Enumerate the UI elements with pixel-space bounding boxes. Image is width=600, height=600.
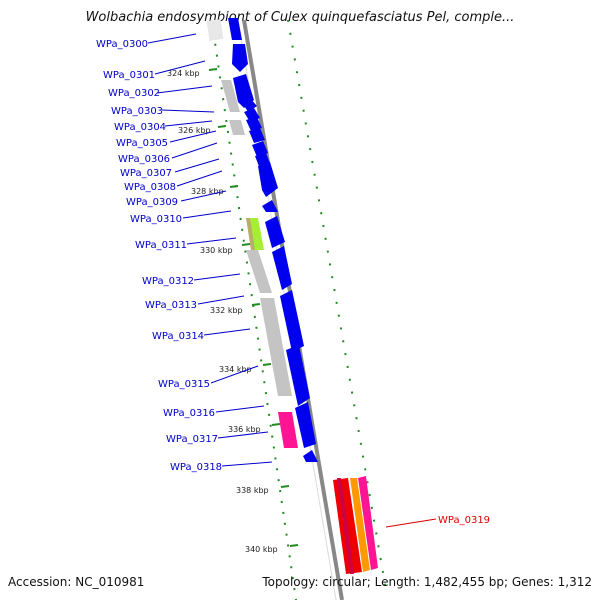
gene-label-wpa_0314[interactable]: WPa_0314 <box>152 331 204 342</box>
scale-tick <box>289 544 299 547</box>
gene-label-wpa_0316[interactable]: WPa_0316 <box>163 408 215 419</box>
gene-leader-line <box>161 109 215 113</box>
gene-label-wpa_0312[interactable]: WPa_0312 <box>142 276 194 287</box>
gene-arrow <box>303 450 318 462</box>
gene-label-wpa_0301[interactable]: WPa_0301 <box>103 70 155 81</box>
gene-arrow <box>272 246 292 290</box>
gene-arrow <box>232 44 248 72</box>
gene-leader-line <box>174 158 220 173</box>
gene-leader-line <box>215 405 265 413</box>
scale-tick <box>262 363 272 366</box>
gene-arrow <box>228 18 242 40</box>
gene-label-wpa_0303[interactable]: WPa_0303 <box>111 106 163 117</box>
gene-label-wpa_0313[interactable]: WPa_0313 <box>145 300 197 311</box>
scale-tick <box>271 423 281 426</box>
gene-leader-line <box>197 295 245 305</box>
outer-tick-track-right <box>287 19 387 591</box>
gene-label-wpa_0300[interactable]: WPa_0300 <box>96 39 148 50</box>
gene-label-wpa_0302[interactable]: WPa_0302 <box>108 88 160 99</box>
map-title: Wolbachia endosymbiont of Culex quinquef… <box>85 10 515 25</box>
gene-label-wpa_0307[interactable]: WPa_0307 <box>120 168 172 179</box>
gene-arrow <box>258 162 278 197</box>
forward-gene-track <box>228 18 318 462</box>
gene-leader-line <box>180 190 227 202</box>
magenta-feature <box>278 412 298 448</box>
gene-label-wpa_0309[interactable]: WPa_0309 <box>126 197 178 208</box>
gene-labels: WPa_0300 WPa_0301 WPa_0302 WPa_0303 WPa_0304… <box>96 33 490 528</box>
scale-tick <box>208 68 218 71</box>
gene-label-wpa_0305[interactable]: WPa_0305 <box>116 138 168 149</box>
gene-leader-line <box>203 328 251 336</box>
faded-feature-top <box>206 19 224 41</box>
scale-tick <box>280 485 290 488</box>
gene-label-wpa_0304[interactable]: WPa_0304 <box>114 122 166 133</box>
gene-label-wpa_0306[interactable]: WPa_0306 <box>118 154 170 165</box>
gene-arrow <box>286 345 310 406</box>
scale-tick-label: 324 kbp <box>167 69 200 78</box>
gene-leader-line <box>193 273 241 281</box>
gene-label-wpa_0310[interactable]: WPa_0310 <box>130 214 182 225</box>
gene-leader-line <box>147 33 197 44</box>
gene-arrow <box>246 117 262 131</box>
gene-leader-line <box>156 85 213 94</box>
magenta-feature <box>358 476 378 570</box>
gene-label-wpa_0319[interactable]: WPa_0319 <box>438 515 490 526</box>
gene-leader-line <box>169 130 217 143</box>
scale-tick <box>241 243 251 246</box>
gene-label-wpa_0308[interactable]: WPa_0308 <box>124 182 176 193</box>
gene-label-wpa_0315[interactable]: WPa_0315 <box>158 379 210 390</box>
gene-arrow <box>252 141 268 157</box>
scale-tick <box>251 303 261 306</box>
gene-leader-line <box>182 210 232 219</box>
orange-feature <box>350 478 370 572</box>
scale-tick-label: 328 kbp <box>191 187 224 196</box>
gene-leader-line <box>186 237 237 245</box>
gene-leader-line <box>171 142 218 159</box>
gene-leader-line <box>164 120 213 127</box>
gray-feature <box>221 80 240 112</box>
gene-leader-line <box>217 431 269 439</box>
gene-arrow <box>295 402 316 448</box>
scale-tick-label: 330 kbp <box>200 246 233 255</box>
scale-tick-label: 334 kbp <box>219 365 252 374</box>
gene-arrow <box>262 200 278 212</box>
gene-label-wpa_0317[interactable]: WPa_0317 <box>166 434 218 445</box>
gene-leader-line <box>176 170 223 187</box>
scale-tick-label: 336 kbp <box>228 425 261 434</box>
gene-arrow <box>249 128 265 143</box>
scale-tick-label: 326 kbp <box>178 126 211 135</box>
gene-leader-line <box>154 60 206 75</box>
scale-tick-label: 338 kbp <box>236 486 269 495</box>
accession-text: Accession: NC_010981 <box>8 575 145 589</box>
genome-summary-text: Topology: circular; Length: 1,482,455 bp… <box>262 575 592 589</box>
gray-feature <box>229 120 245 135</box>
gene-leader-line <box>221 461 273 467</box>
gene-label-wpa_0311[interactable]: WPa_0311 <box>135 240 187 251</box>
scale-tick-label: 332 kbp <box>210 306 243 315</box>
scale-labels: 324 kbp 326 kbp 328 kbp 330 kbp 332 kbp 334 k… <box>167 68 299 554</box>
scale-tick <box>229 185 239 188</box>
gene-leader-line <box>210 365 259 384</box>
gene-label-wpa_0318[interactable]: WPa_0318 <box>170 462 222 473</box>
gray-feature <box>246 250 272 293</box>
scale-tick <box>217 125 227 128</box>
gene-leader-line <box>385 518 437 528</box>
olive-feature <box>246 218 255 250</box>
scale-tick-label: 340 kbp <box>245 545 278 554</box>
gene-arrow <box>265 216 285 248</box>
gray-feature <box>260 298 292 396</box>
gene-arrow <box>280 290 304 352</box>
magenta-feature <box>337 478 354 574</box>
